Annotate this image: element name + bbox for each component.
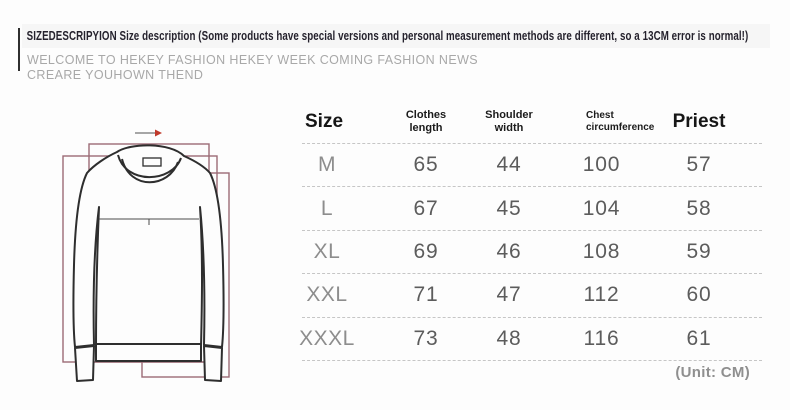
chest-circumference-cell: 116 [583, 326, 620, 350]
size-cell: XXL [306, 283, 348, 307]
shoulder-width-cell: 45 [496, 196, 522, 220]
sweater-outline [72, 144, 225, 362]
clothes-length-cell: 69 [413, 239, 439, 263]
table-row-xl: XL 69 46 108 59 [302, 231, 762, 275]
priest-cell: 61 [686, 326, 712, 350]
priest-cell: 60 [686, 283, 712, 307]
sweater-measurement-diagram [62, 129, 230, 382]
chest-circumference-cell: 104 [582, 196, 621, 220]
unit-label: (Unit: CM) [675, 364, 750, 381]
table-row-xxl: XXL 71 47 112 60 [302, 274, 762, 318]
clothes-header-line2: length [409, 121, 443, 134]
priest-cell: 59 [686, 239, 712, 263]
priest-cell: 58 [686, 196, 712, 220]
clothes-length-cell: 65 [413, 153, 439, 177]
shoulder-width-cell: 47 [496, 283, 522, 307]
collar-label-tag [142, 157, 162, 167]
column-header-chest-circumference: Chest circumference [559, 100, 654, 143]
column-header-shoulder-width: Shoulder width [469, 100, 549, 143]
welcome-line-1: WELCOME TO HEKEY FASHION HEKEY WEEK COMI… [27, 53, 479, 67]
shoulder-width-cell: 46 [496, 239, 522, 263]
size-cell: L [320, 196, 334, 220]
welcome-text: WELCOME TO HEKEY FASHION HEKEY WEEK COMI… [27, 53, 478, 83]
chest-header-line1: Chest [586, 109, 614, 121]
clothes-header-line1: Clothes [405, 108, 447, 121]
priest-cell: 57 [686, 153, 712, 177]
clothes-length-cell: 73 [413, 326, 439, 350]
sweater-cuff-right [203, 345, 223, 382]
size-cell: XL [313, 239, 341, 263]
shoulder-header-line2: width [494, 121, 524, 134]
size-cell: XXXL [299, 326, 355, 350]
chest-circumference-cell: 112 [583, 283, 620, 307]
shoulder-header-line1: Shoulder [485, 108, 533, 121]
size-cell: M [318, 153, 336, 177]
sweater-collar [117, 154, 182, 184]
clothes-length-cell: 67 [413, 196, 439, 220]
column-header-priest: Priest [672, 110, 726, 132]
page-title: SIZEDESCRIPYION Size description (Some p… [26, 29, 749, 43]
table-header-row: Size Clothes length Shoulder width Chest… [302, 100, 762, 144]
size-table: Size Clothes length Shoulder width Chest… [299, 100, 762, 381]
chest-measure-line [99, 218, 199, 225]
measure-arrow-icon [135, 129, 162, 137]
shoulder-width-cell: 44 [496, 153, 522, 177]
column-header-size: Size [305, 110, 344, 132]
column-header-clothes-length: Clothes length [386, 100, 466, 143]
clothes-length-cell: 71 [413, 283, 439, 307]
welcome-line-2: CREARE YOUHOWN THEND [27, 68, 204, 82]
table-row-l: L 67 45 104 58 [302, 187, 762, 231]
table-row-m: M 65 44 100 57 [302, 144, 762, 188]
title-band: SIZEDESCRIPYION Size description (Some p… [22, 24, 770, 48]
title-accent-bar [18, 28, 20, 71]
shoulder-width-cell: 48 [496, 326, 522, 350]
chest-circumference-cell: 100 [582, 153, 621, 177]
chest-circumference-cell: 108 [582, 239, 621, 263]
chest-header-line2: circumference [586, 121, 655, 133]
table-row-xxxl: XXXL 73 48 116 61 [299, 318, 762, 361]
sweater-cuff-left [74, 345, 95, 382]
